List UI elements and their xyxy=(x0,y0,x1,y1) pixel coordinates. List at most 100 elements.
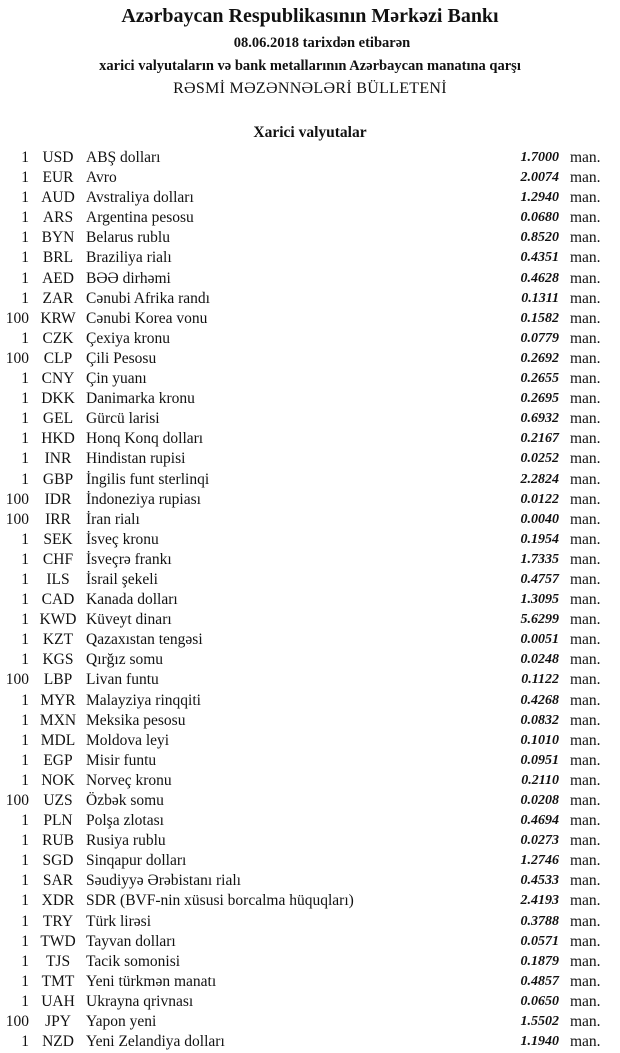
rate-row: 100 JPY Yapon yeni 1.5502 man. xyxy=(0,1012,620,1032)
unit-label: man. xyxy=(570,691,601,709)
unit-count: 1 xyxy=(21,992,29,1010)
unit-label: man. xyxy=(570,169,601,187)
exchange-rate: 0.4757 xyxy=(520,571,560,587)
currency-name: Norveç kronu xyxy=(86,771,172,789)
currency-name: Tacik somonisi xyxy=(86,952,181,970)
unit-label: man. xyxy=(570,530,601,548)
rate-row: 1 BRL Braziliya rialı 0.4351 man. xyxy=(0,248,620,268)
currency-code: AED xyxy=(42,269,74,287)
rate-row: 1 EGP Misir funtu 0.0951 man. xyxy=(0,751,620,771)
unit-count: 100 xyxy=(5,792,29,809)
exchange-rate: 0.0680 xyxy=(520,210,560,226)
unit-label: man. xyxy=(570,872,601,890)
unit-count: 100 xyxy=(5,671,29,689)
currency-code: IDR xyxy=(44,490,72,508)
currency-name: İsveçrə frankı xyxy=(86,550,172,568)
rate-row: 1 NOK Norveç kronu 0.2110 man. xyxy=(0,771,620,791)
currency-name: BƏƏ dirhəmi xyxy=(86,269,171,287)
currency-code: TMT xyxy=(41,972,75,990)
exchange-rate: 0.0273 xyxy=(520,833,560,849)
rate-row: 100 IDR İndoneziya rupiası 0.0122 man. xyxy=(0,490,620,510)
unit-count: 1 xyxy=(21,370,29,388)
exchange-rate: 0.1954 xyxy=(520,531,560,547)
currency-code: EUR xyxy=(42,169,74,187)
unit-count: 1 xyxy=(21,852,29,870)
currency-code: CZK xyxy=(42,329,74,347)
exchange-rate: 5.6299 xyxy=(520,612,560,628)
unit-label: man. xyxy=(570,751,601,769)
currency-code: MXN xyxy=(39,711,77,729)
unit-label: man. xyxy=(570,792,601,809)
unit-count: 100 xyxy=(5,349,29,367)
unit-label: man. xyxy=(570,1033,601,1051)
unit-label: man. xyxy=(570,912,601,930)
unit-label: man. xyxy=(570,490,601,508)
exchange-rate: 1.1940 xyxy=(520,1034,560,1050)
unit-label: man. xyxy=(570,972,601,990)
exchange-rate: 0.0832 xyxy=(520,712,560,728)
unit-count: 1 xyxy=(21,209,29,227)
unit-label: man. xyxy=(570,611,601,629)
unit-count: 1 xyxy=(21,149,29,166)
rate-row: 100 KRW Cənubi Korea vonu 0.1582 man. xyxy=(0,309,620,329)
exchange-rate: 0.0040 xyxy=(520,511,560,527)
exchange-rate: 0.0122 xyxy=(520,491,560,507)
rate-row: 1 ARS Argentina pesosu 0.0680 man. xyxy=(0,208,620,228)
currency-name: Avstraliya dolları xyxy=(86,189,194,207)
rate-row: 100 IRR İran rialı 0.0040 man. xyxy=(0,510,620,530)
currency-name: Tayvan dolları xyxy=(86,932,176,950)
currency-name: İsrail şekeli xyxy=(86,570,158,588)
unit-count: 1 xyxy=(21,892,29,910)
unit-label: man. xyxy=(570,671,601,689)
unit-label: man. xyxy=(570,651,601,669)
exchange-rate: 0.2692 xyxy=(520,350,560,366)
unit-count: 1 xyxy=(21,751,29,769)
unit-count: 1 xyxy=(21,169,29,187)
unit-label: man. xyxy=(570,289,601,307)
rate-row: 1 NZD Yeni Zelandiya dolları 1.1940 man. xyxy=(0,1032,620,1052)
currency-name: Argentina pesosu xyxy=(86,209,194,227)
exchange-rate: 0.2695 xyxy=(520,391,560,407)
rate-row: 100 UZS Özbək somu 0.0208 man. xyxy=(0,791,620,811)
unit-count: 1 xyxy=(21,550,29,568)
rate-row: 1 CAD Kanada dolları 1.3095 man. xyxy=(0,590,620,610)
unit-label: man. xyxy=(570,812,601,830)
unit-label: man. xyxy=(570,349,601,367)
unit-label: man. xyxy=(570,269,601,287)
rate-row: 1 BYN Belarus rublu 0.8520 man. xyxy=(0,228,620,248)
rate-row: 1 INR Hindistan rupisi 0.0252 man. xyxy=(0,449,620,469)
unit-label: man. xyxy=(570,430,601,448)
exchange-rate: 2.0074 xyxy=(520,170,560,186)
unit-count: 1 xyxy=(21,249,29,267)
rate-row: 1 CHF İsveçrə frankı 1.7335 man. xyxy=(0,550,620,570)
exchange-rate: 0.3788 xyxy=(520,913,560,929)
unit-label: man. xyxy=(570,892,601,910)
exchange-rate: 0.0571 xyxy=(520,933,560,949)
unit-count: 1 xyxy=(21,229,29,247)
currency-name: Polşa zlotası xyxy=(86,812,164,830)
currency-code: KZT xyxy=(42,631,74,649)
currency-code: AUD xyxy=(41,189,75,207)
currency-code: IRR xyxy=(45,510,71,528)
unit-count: 1 xyxy=(21,470,29,488)
unit-count: 100 xyxy=(5,1013,29,1031)
exchange-rate: 1.2940 xyxy=(520,190,560,206)
unit-count: 1 xyxy=(21,269,29,287)
unit-label: man. xyxy=(570,149,601,166)
currency-code: BRL xyxy=(42,249,74,267)
unit-label: man. xyxy=(570,570,601,588)
unit-count: 1 xyxy=(21,912,29,930)
unit-count: 1 xyxy=(21,972,29,990)
bulletin-title: RƏSMİ MƏZƏNNƏLƏRİ BÜLLETENİ xyxy=(173,80,447,97)
unit-label: man. xyxy=(570,390,601,408)
exchange-rate: 0.0208 xyxy=(520,793,560,808)
currency-code: TRY xyxy=(42,912,74,930)
currency-name: Sinqapur dolları xyxy=(86,852,187,870)
rate-row: 1 TWD Tayvan dolları 0.0571 man. xyxy=(0,932,620,952)
exchange-rate: 0.4628 xyxy=(520,270,560,286)
effective-date: 08.06.2018 tarixdən etibarən xyxy=(233,35,411,51)
currency-code: EGP xyxy=(43,751,73,769)
exchange-rate: 0.4268 xyxy=(520,692,560,708)
currency-name: Kanada dolları xyxy=(86,591,178,609)
currency-name: İran rialı xyxy=(86,510,140,528)
